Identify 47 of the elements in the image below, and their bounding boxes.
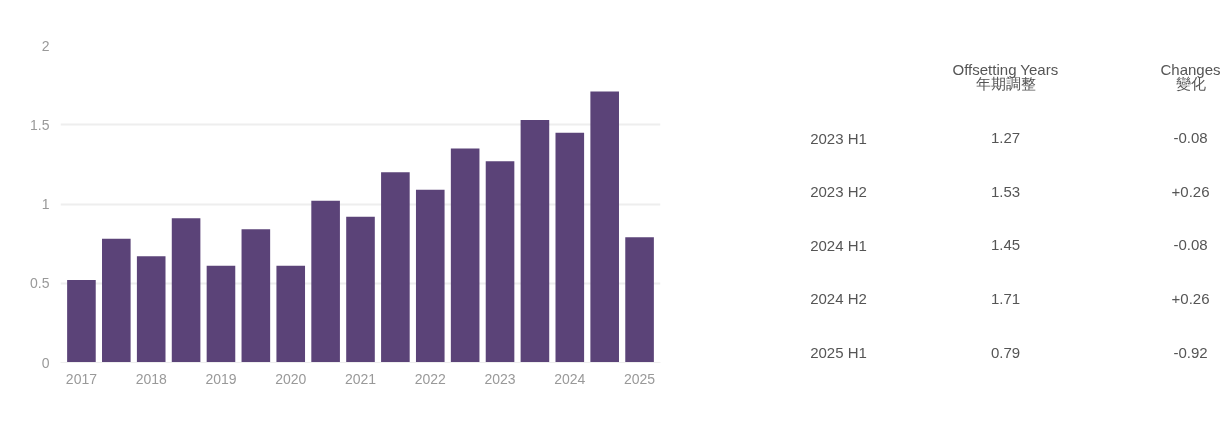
bar bbox=[241, 229, 271, 363]
x-tick-label: 2025 bbox=[624, 370, 656, 387]
bar bbox=[415, 189, 445, 363]
text: 2024 H1 bbox=[810, 236, 867, 254]
text: -0.08 bbox=[1173, 129, 1208, 147]
bar bbox=[590, 91, 619, 363]
y-tick-label: 2 bbox=[41, 37, 50, 54]
text: 2023 H2 bbox=[810, 183, 867, 201]
bar bbox=[276, 265, 306, 363]
y-tick-label: 1.5 bbox=[30, 116, 50, 133]
x-tick-label: 2022 bbox=[414, 370, 447, 387]
bar bbox=[171, 218, 201, 363]
x-tick-label: 2023 bbox=[484, 370, 516, 387]
text: 1.27 bbox=[990, 129, 1021, 147]
bar bbox=[520, 120, 550, 363]
bar bbox=[206, 265, 236, 363]
y-tick-label: 1 bbox=[41, 196, 50, 212]
bar bbox=[555, 132, 585, 363]
y-tick-label: 0 bbox=[41, 354, 50, 371]
x-tick-label: 2020 bbox=[275, 370, 307, 387]
x-tick-label: 2019 bbox=[205, 370, 237, 387]
y-tick-label: 0.5 bbox=[30, 275, 50, 292]
bar bbox=[381, 172, 410, 363]
bar bbox=[67, 280, 96, 363]
x-tick-label: 2024 bbox=[554, 370, 586, 387]
text: 1.71 bbox=[990, 289, 1021, 307]
bar bbox=[450, 148, 480, 363]
text: 2023 H1 bbox=[810, 129, 867, 147]
text: +0.26 bbox=[1171, 182, 1210, 200]
text: Offsetting Years bbox=[952, 60, 1059, 78]
x-tick-label: 2017 bbox=[65, 370, 98, 387]
text: 2024 H2 bbox=[810, 290, 867, 308]
x-tick-label: 2018 bbox=[135, 370, 167, 387]
text: 1.53 bbox=[990, 182, 1021, 200]
bar bbox=[485, 161, 515, 363]
bar bbox=[311, 200, 340, 363]
text: 0.79 bbox=[990, 343, 1021, 361]
bar bbox=[346, 216, 375, 363]
text: 1.45 bbox=[990, 236, 1021, 254]
bar bbox=[625, 237, 654, 363]
text: -0.08 bbox=[1173, 236, 1208, 254]
bar bbox=[136, 256, 166, 363]
text: 2025 H1 bbox=[810, 344, 867, 361]
text: +0.26 bbox=[1171, 289, 1210, 307]
text: -0.92 bbox=[1173, 343, 1208, 361]
bar bbox=[102, 238, 131, 363]
x-tick-label: 2021 bbox=[344, 370, 377, 387]
